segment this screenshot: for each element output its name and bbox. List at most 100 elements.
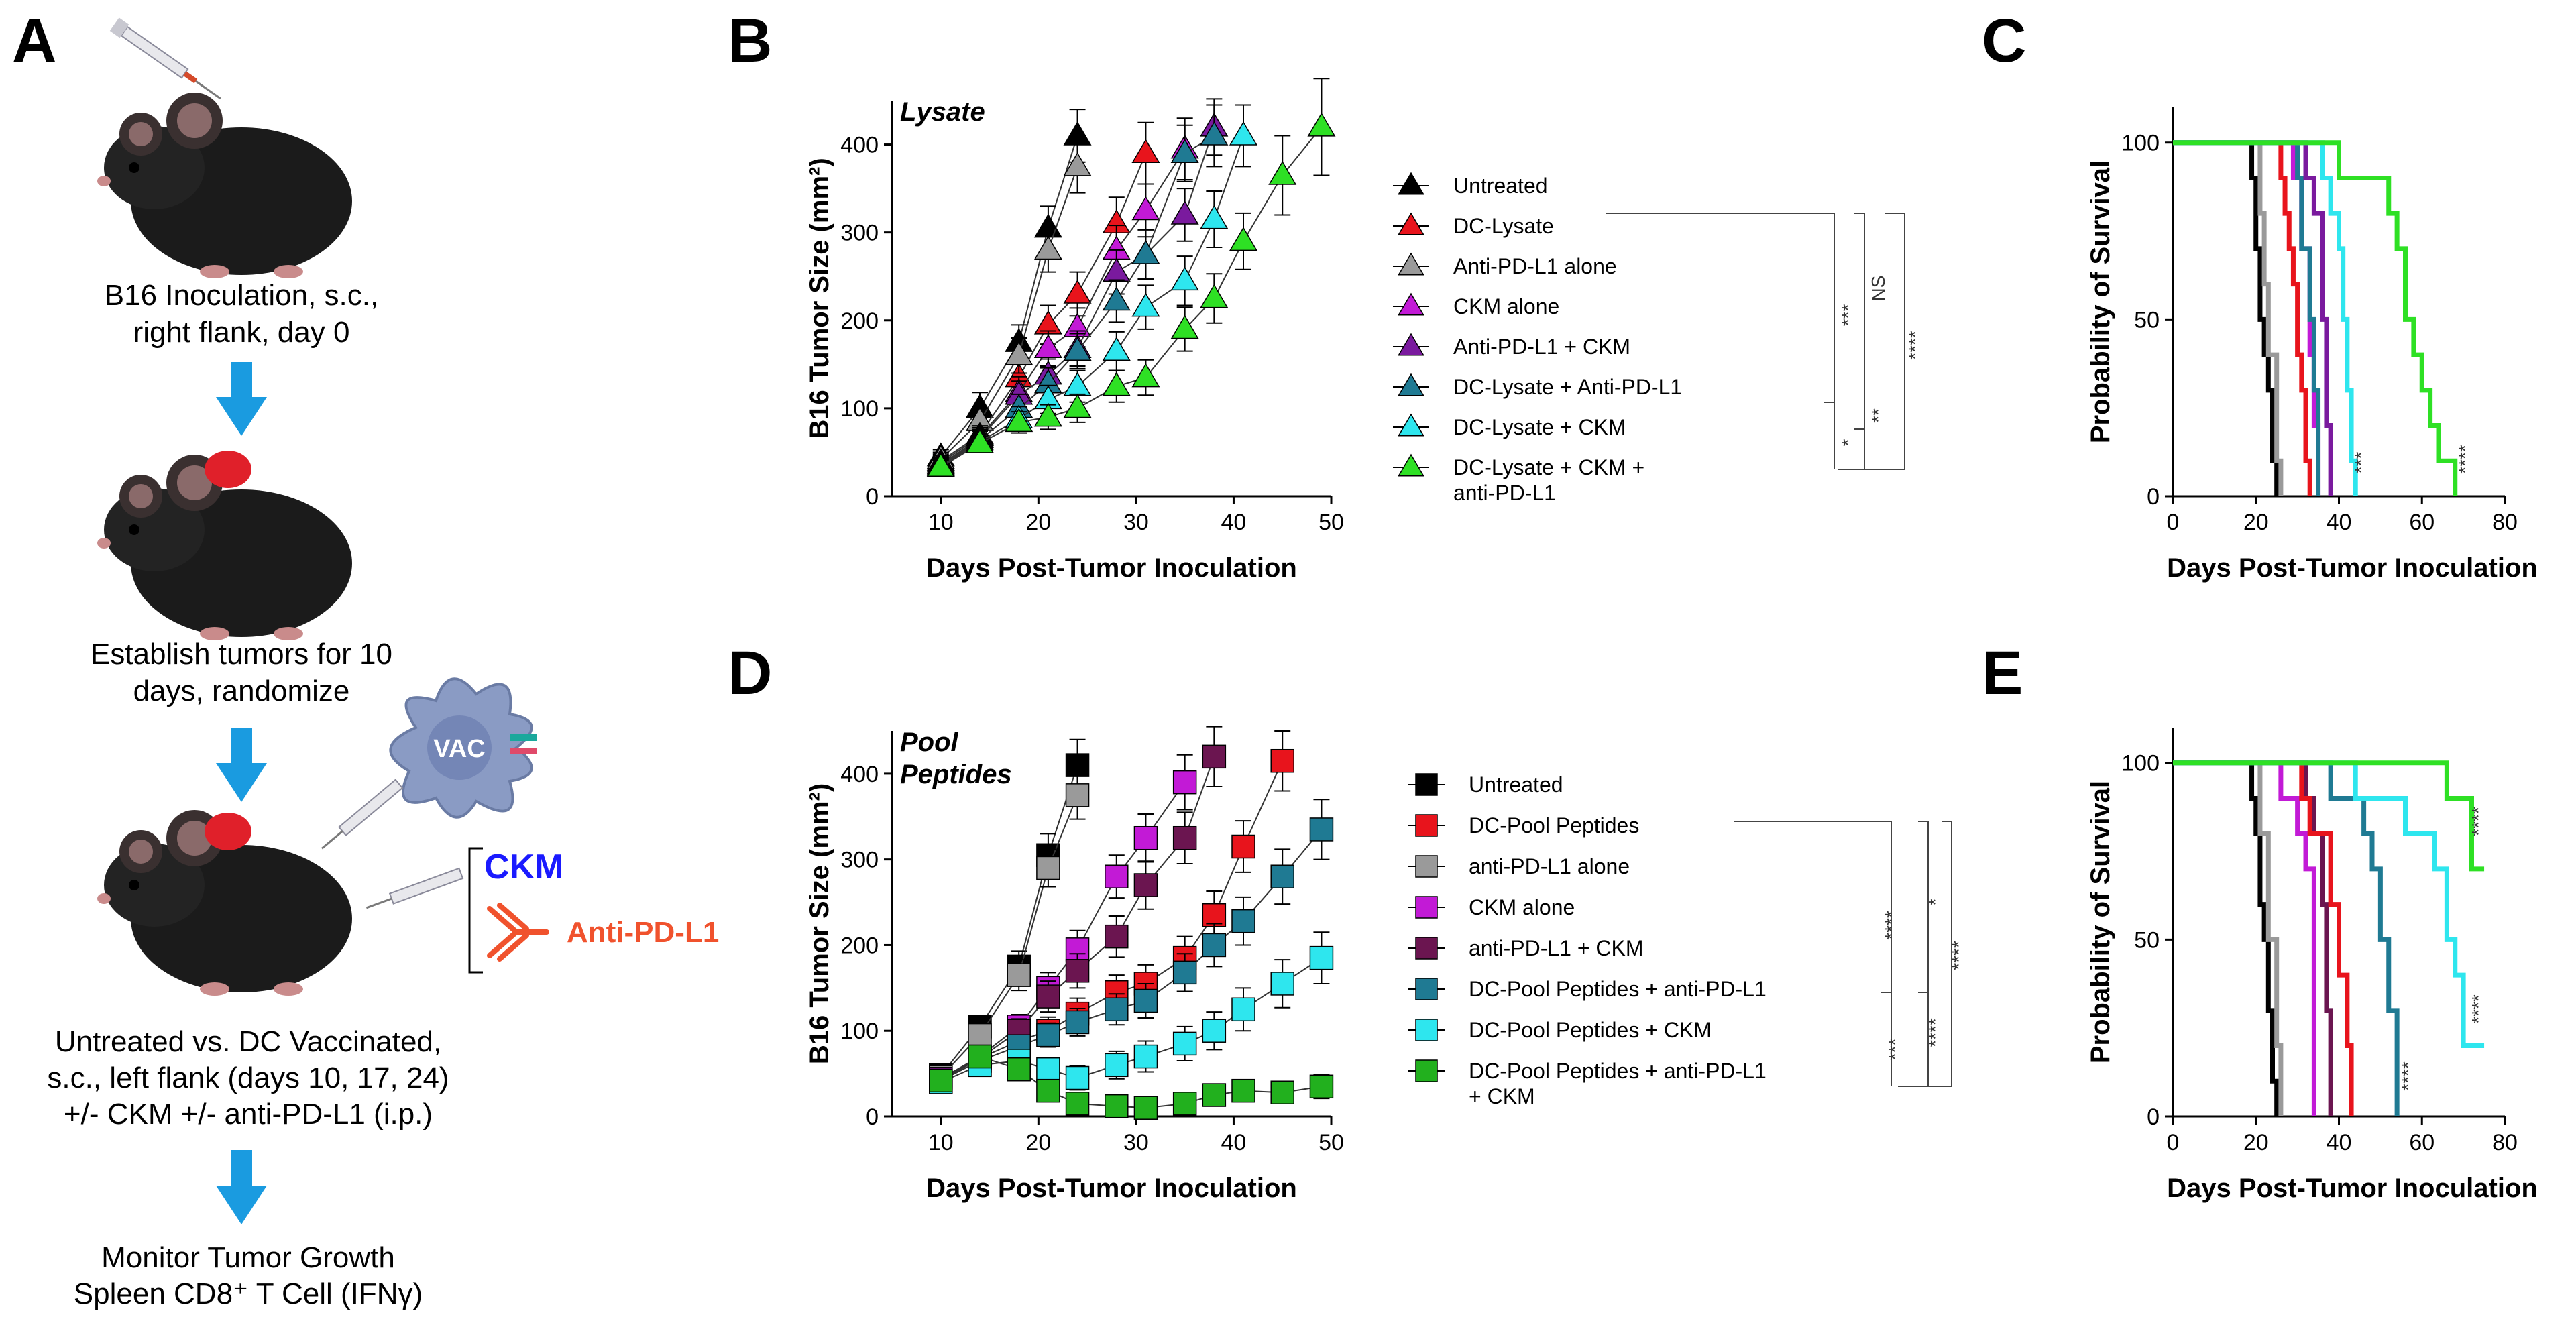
x-tick-label: 40 [2327, 510, 2352, 535]
series-anti-pd-l1-alone [926, 139, 1092, 469]
x-tick-label: 80 [2492, 510, 2518, 535]
series-line [940, 135, 1244, 467]
y-tick-label: 50 [2134, 307, 2160, 333]
legend-label: DC-Pool Peptides + CKM [1469, 1018, 1712, 1042]
step4-line1: Monitor Tumor Growth [101, 1241, 395, 1274]
significance-bracket [1854, 213, 1865, 430]
data-point [1131, 139, 1160, 163]
survival-curve-dc-pool-peptides-anti-pd-l1-ckm [2173, 760, 2485, 872]
x-tick-label: 40 [2327, 1130, 2352, 1155]
panel-letter-a: A [12, 7, 56, 75]
mouse-illustration [97, 93, 352, 278]
data-point [1229, 121, 1258, 146]
significance-label: ** [1868, 408, 1889, 423]
mouse-illustration [97, 810, 352, 996]
legend-label: anti-PD-L1 [1453, 481, 1556, 505]
legend-marker [1398, 333, 1424, 356]
data-point [1036, 856, 1060, 880]
data-point [1231, 1078, 1255, 1103]
legend-label: DC-Lysate [1453, 214, 1554, 238]
x-tick-label: 20 [1025, 510, 1051, 535]
survival-curve-dc-lysate-ckm [2173, 140, 2358, 496]
significance-bracket [1734, 821, 1892, 993]
data-point [1133, 1044, 1158, 1069]
data-point [1231, 909, 1255, 933]
data-point [1063, 279, 1092, 304]
data-point [1172, 960, 1197, 985]
significance-label: *** [1885, 1039, 1905, 1061]
significance-label: *** [2351, 452, 2371, 474]
legend-marker [1415, 814, 1438, 837]
panel-e-survival-peptides: 0 50 100 0 20 40 60 80 Days Post-Tumor Inoculati… [2086, 728, 2538, 1203]
data-point [1065, 1092, 1090, 1116]
data-point [1309, 945, 1334, 970]
legend-marker [1398, 373, 1424, 396]
step3-line1: Untreated vs. DC Vaccinated, [55, 1025, 441, 1058]
series-dc-lysate-ckm-anti-pd-l1 [926, 78, 1336, 477]
data-point [1102, 337, 1131, 361]
data-point [1131, 363, 1160, 388]
data-point [1202, 744, 1227, 769]
syringe-icon [321, 779, 404, 850]
x-axis-title: Days Post-Tumor Inoculation [926, 553, 1297, 583]
data-point [1033, 402, 1062, 427]
data-point [1270, 748, 1294, 773]
legend-item-untreated: Untreated [1393, 172, 1548, 198]
down-arrow-icon [216, 362, 267, 436]
legend-label: DC-Pool Peptides + anti-PD-L1 [1469, 977, 1767, 1001]
step2-line1: Establish tumors for 10 [91, 638, 392, 671]
significance-label: * [1925, 898, 1946, 905]
step2-line2: days, randomize [133, 675, 350, 707]
data-point [1102, 371, 1131, 396]
mouse-illustration [97, 455, 352, 640]
data-point [926, 453, 955, 477]
tumor-icon [205, 451, 251, 488]
legend: Untreated DC-Lysate Anti-PD-L1 alone CKM al… [1393, 172, 1682, 505]
data-point [1036, 1023, 1060, 1047]
y-tick-label: 400 [840, 762, 879, 787]
significance-label: **** [1948, 941, 1969, 970]
survival-curve-dc-lysate-ckm-anti-pd-l1 [2173, 140, 2458, 496]
legend-item-dc-lysate: DC-Lysate [1393, 212, 1554, 238]
data-point [1105, 1053, 1129, 1078]
data-point [1036, 984, 1060, 1009]
data-point [1229, 227, 1258, 251]
panel-letter-e: E [1982, 639, 2023, 707]
y-tick-label: 100 [2121, 131, 2160, 156]
legend-item-dc-pool-peptides: DC-Pool Peptides [1408, 813, 1639, 838]
antibody-icon [487, 903, 549, 962]
data-point [1036, 1057, 1060, 1082]
y-axis-title: Probability of Survival [2086, 781, 2115, 1063]
x-tick-label: 40 [1221, 510, 1247, 535]
panel-c-survival-lysate: 0 50 100 0 20 40 60 80 Days Post-Tumor Inoculati… [2086, 107, 2538, 583]
legend-label: anti-PD-L1 alone [1469, 854, 1630, 878]
legend-label: anti-PD-L1 + CKM [1469, 936, 1644, 960]
legend-label: DC-Pool Peptides [1469, 813, 1639, 838]
series-dc-pool-peptides-anti-pd-l1-ckm [929, 1044, 1334, 1120]
data-point [1307, 112, 1336, 137]
data-point [1202, 903, 1227, 927]
y-tick-label: 200 [840, 933, 879, 958]
x-tick-label: 50 [1319, 510, 1344, 535]
data-point [929, 1068, 953, 1093]
legend-item-dc-pool-peptides-anti-pd-l1: DC-Pool Peptides + anti-PD-L1 [1408, 977, 1767, 1001]
x-tick-label: 0 [2167, 510, 2180, 535]
data-point [1172, 770, 1197, 795]
tumor-icon [205, 813, 251, 850]
x-axis-title: Days Post-Tumor Inoculation [2167, 553, 2538, 583]
y-tick-label: 0 [866, 1104, 879, 1130]
data-point [1063, 337, 1092, 361]
step3-line2: s.c., left flank (days 10, 17, 24) [47, 1061, 449, 1094]
legend-marker [1415, 1019, 1438, 1041]
data-point [1131, 196, 1160, 221]
y-axis-title: Probability of Survival [2086, 160, 2115, 443]
legend-item-dc-lysate-ckm-anti-pd-l1: DC-Lysate + CKM +anti-PD-L1 [1393, 453, 1644, 505]
legend-marker [1415, 937, 1438, 960]
plot-label: Peptides [900, 760, 1012, 789]
x-tick-label: 60 [2409, 1130, 2434, 1155]
data-point [1007, 1057, 1031, 1082]
data-point [1063, 152, 1092, 176]
data-point [1133, 1096, 1158, 1120]
legend-item-anti-pd-l1-alone: anti-PD-L1 alone [1408, 854, 1630, 878]
step1-line1: B16 Inoculation, s.c., [105, 279, 378, 312]
